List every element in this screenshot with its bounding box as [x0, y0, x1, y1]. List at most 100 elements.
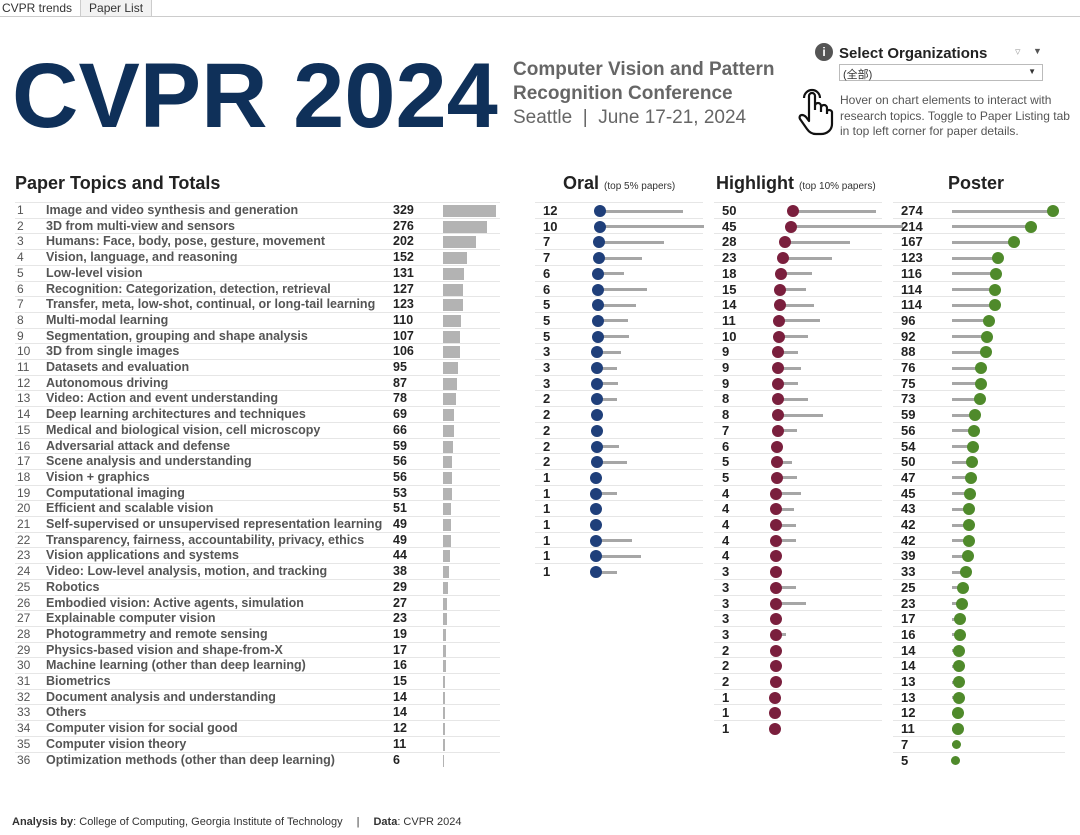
poster-row[interactable]: 7: [893, 735, 1065, 752]
highlight-dot[interactable]: [769, 660, 782, 673]
oral-dot[interactable]: [591, 377, 604, 390]
poster-row[interactable]: 167: [893, 233, 1065, 249]
highlight-dot[interactable]: [770, 534, 783, 547]
table-row[interactable]: 36 Optimization methods (other than deep …: [15, 751, 500, 768]
oral-dot[interactable]: [592, 283, 605, 296]
poster-row[interactable]: 73: [893, 390, 1065, 406]
oral-dot[interactable]: [594, 205, 607, 217]
highlight-dot[interactable]: [772, 330, 785, 343]
table-row[interactable]: 5 Low-level vision 131: [15, 264, 500, 281]
table-row[interactable]: 2 3D from multi-view and sensors 276: [15, 217, 500, 234]
highlight-row[interactable]: 1: [714, 704, 882, 720]
poster-row[interactable]: 76: [893, 359, 1065, 375]
highlight-dot[interactable]: [785, 220, 798, 233]
highlight-row[interactable]: 1: [714, 688, 882, 705]
oral-row[interactable]: 2: [535, 437, 703, 454]
highlight-dot[interactable]: [777, 252, 790, 265]
poster-dot[interactable]: [1025, 220, 1038, 233]
poster-row[interactable]: 5: [893, 751, 1065, 768]
poster-row[interactable]: 23: [893, 594, 1065, 611]
highlight-dot[interactable]: [771, 393, 784, 406]
table-row[interactable]: 18 Vision + graphics 56: [15, 468, 500, 485]
highlight-dot[interactable]: [770, 597, 783, 610]
table-row[interactable]: 30 Machine learning (other than deep lear…: [15, 657, 500, 673]
highlight-dot[interactable]: [779, 236, 792, 249]
poster-dot[interactable]: [953, 660, 966, 673]
oral-dot[interactable]: [590, 440, 603, 453]
oral-row[interactable]: 5: [535, 296, 703, 312]
oral-row[interactable]: 2: [535, 421, 703, 438]
poster-dot[interactable]: [969, 409, 982, 422]
table-row[interactable]: 1 Image and video synthesis and generatio…: [15, 202, 500, 218]
highlight-row[interactable]: 8: [714, 390, 882, 406]
highlight-dot[interactable]: [769, 723, 782, 736]
poster-row[interactable]: 75: [893, 374, 1065, 391]
highlight-row[interactable]: 15: [714, 280, 882, 297]
highlight-dot[interactable]: [787, 205, 799, 217]
table-row[interactable]: 3 Humans: Face, body, pose, gesture, move…: [15, 233, 500, 249]
oral-row[interactable]: 1: [535, 531, 703, 548]
highlight-dot[interactable]: [771, 440, 784, 453]
table-row[interactable]: 31 Biometrics 15: [15, 673, 500, 689]
highlight-dot[interactable]: [771, 409, 784, 422]
highlight-row[interactable]: 7: [714, 421, 882, 438]
poster-dot[interactable]: [966, 456, 978, 469]
oral-dot[interactable]: [590, 393, 603, 406]
oral-dot[interactable]: [591, 346, 604, 359]
oral-row[interactable]: 2: [535, 406, 703, 422]
highlight-row[interactable]: 9: [714, 359, 882, 375]
table-row[interactable]: 34 Computer vision for social good 12: [15, 720, 500, 736]
oral-dot[interactable]: [592, 267, 605, 280]
highlight-dot[interactable]: [772, 377, 785, 390]
poster-dot[interactable]: [964, 471, 977, 484]
filter-menu-icon[interactable]: ▼: [1033, 46, 1042, 56]
poster-dot[interactable]: [989, 267, 1002, 280]
poster-dot[interactable]: [959, 566, 972, 579]
table-row[interactable]: 15 Medical and biological vision, cell mi…: [15, 421, 500, 438]
table-row[interactable]: 35 Computer vision theory 11: [15, 735, 500, 752]
poster-row[interactable]: 274: [893, 202, 1065, 218]
highlight-dot[interactable]: [775, 267, 788, 280]
poster-dot[interactable]: [989, 283, 1002, 296]
poster-row[interactable]: 88: [893, 343, 1065, 359]
highlight-dot[interactable]: [770, 503, 783, 516]
highlight-dot[interactable]: [772, 362, 785, 374]
oral-row[interactable]: 1: [535, 516, 703, 532]
table-row[interactable]: 24 Video: Low-level analysis, motion, and…: [15, 563, 500, 579]
highlight-row[interactable]: 4: [714, 500, 882, 516]
highlight-row[interactable]: 4: [714, 531, 882, 548]
poster-row[interactable]: 92: [893, 327, 1065, 344]
highlight-row[interactable]: 10: [714, 327, 882, 344]
oral-row[interactable]: 3: [535, 359, 703, 375]
poster-row[interactable]: 17: [893, 610, 1065, 626]
highlight-row[interactable]: 14: [714, 296, 882, 312]
poster-dot[interactable]: [963, 534, 976, 547]
oral-row[interactable]: 1: [535, 484, 703, 501]
poster-row[interactable]: 16: [893, 625, 1065, 642]
poster-dot[interactable]: [954, 613, 967, 626]
poster-dot[interactable]: [975, 377, 987, 390]
highlight-row[interactable]: 3: [714, 563, 882, 579]
oral-row[interactable]: 12: [535, 202, 703, 218]
poster-row[interactable]: 50: [893, 453, 1065, 469]
oral-row[interactable]: 2: [535, 453, 703, 469]
highlight-row[interactable]: 28: [714, 233, 882, 249]
table-row[interactable]: 27 Explainable computer vision 23: [15, 610, 500, 626]
poster-row[interactable]: 12: [893, 704, 1065, 720]
oral-row[interactable]: 1: [535, 547, 703, 563]
oral-dot[interactable]: [590, 424, 603, 437]
tab-cvpr-trends[interactable]: CVPR trends: [0, 0, 82, 16]
oral-row[interactable]: 1: [535, 468, 703, 485]
poster-row[interactable]: 59: [893, 406, 1065, 422]
table-row[interactable]: 7 Transfer, meta, low-shot, continual, or…: [15, 296, 500, 312]
highlight-dot[interactable]: [769, 676, 782, 688]
table-row[interactable]: 10 3D from single images 106: [15, 343, 500, 359]
table-row[interactable]: 22 Transparency, fairness, accountability…: [15, 531, 500, 548]
oral-dot[interactable]: [590, 566, 603, 579]
poster-row[interactable]: 13: [893, 688, 1065, 705]
oral-row[interactable]: 1: [535, 563, 703, 579]
poster-row[interactable]: 116: [893, 264, 1065, 281]
poster-dot[interactable]: [962, 550, 975, 563]
table-row[interactable]: 29 Physics-based vision and shape-from-X 1…: [15, 641, 500, 658]
info-icon[interactable]: i: [815, 43, 833, 61]
